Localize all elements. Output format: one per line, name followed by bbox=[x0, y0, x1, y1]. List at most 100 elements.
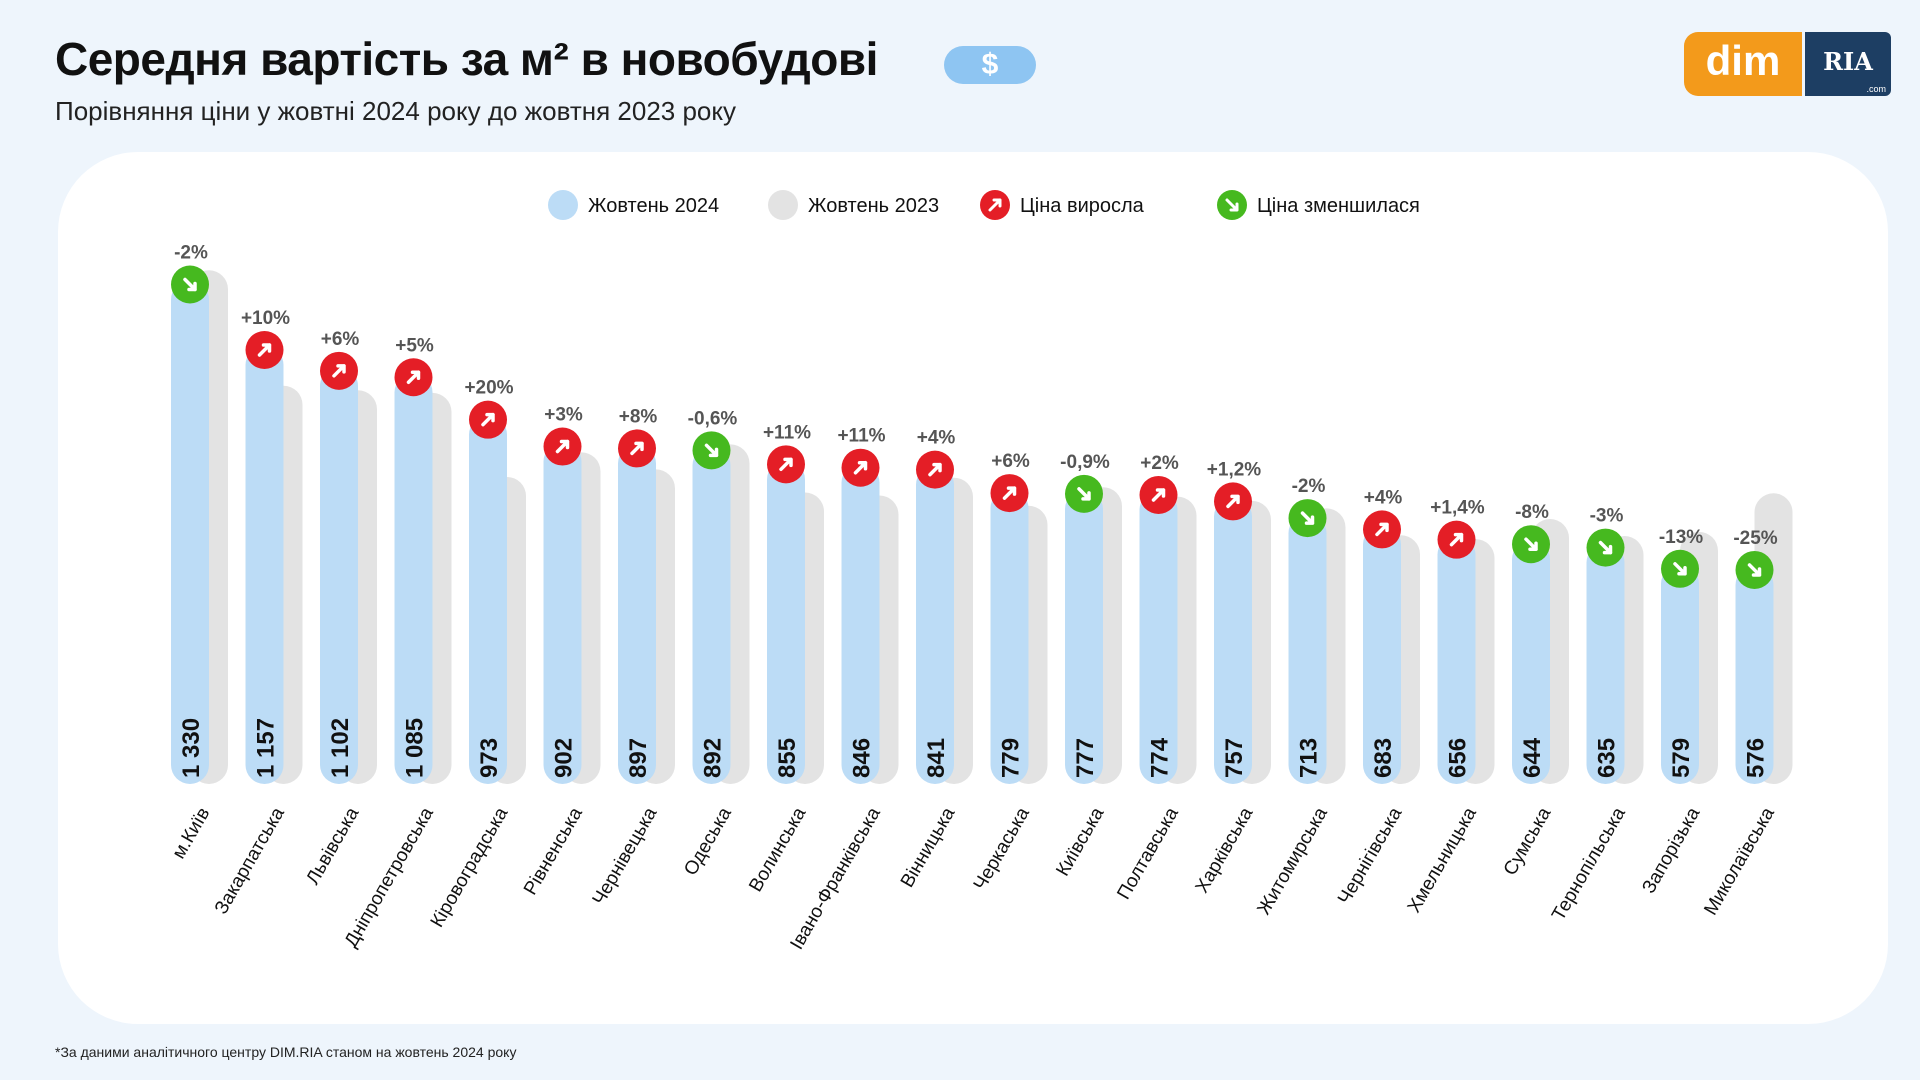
bar-2024 bbox=[171, 280, 209, 784]
bar-value-label: 1 102 bbox=[327, 718, 354, 778]
category-label: Закарпатська bbox=[211, 804, 289, 918]
bar-value-label: 635 bbox=[1594, 738, 1621, 778]
bar-value-label: 656 bbox=[1445, 738, 1472, 778]
legend-label: Жовтень 2024 bbox=[588, 195, 719, 217]
logo-dim-text: dim bbox=[1684, 32, 1802, 96]
bar-group: 579 -13% Запорізька bbox=[1638, 527, 1718, 897]
arrow-down-right-icon bbox=[1512, 525, 1550, 564]
arrow-up-right-icon bbox=[916, 450, 954, 489]
change-label: -3% bbox=[1590, 506, 1624, 527]
bar-2024 bbox=[1661, 564, 1699, 784]
category-label: Харківська bbox=[1192, 804, 1258, 897]
bar-group: 777 -0,9% Київська bbox=[1052, 452, 1122, 880]
change-label: +3% bbox=[544, 405, 583, 426]
bar-value-label: 774 bbox=[1147, 737, 1174, 778]
bar-group: 774 +2% Полтавська bbox=[1113, 453, 1197, 904]
bar-value-label: 902 bbox=[551, 738, 578, 778]
bar-2024 bbox=[1065, 489, 1103, 784]
bar-group: 841 +4% Вінницька bbox=[897, 428, 973, 891]
arrow-up-right-icon bbox=[1437, 520, 1476, 559]
arrow-up-right-icon bbox=[1363, 510, 1401, 549]
bar-group: 892 -0,6% Одеська bbox=[680, 408, 750, 879]
category-label: Хмельницька bbox=[1404, 804, 1481, 917]
change-label: +8% bbox=[619, 406, 658, 427]
change-label: -0,9% bbox=[1060, 452, 1110, 473]
bar-group: 779 +6% Черкаська bbox=[970, 451, 1048, 894]
bar-value-label: 897 bbox=[625, 738, 652, 778]
bar-2024 bbox=[841, 463, 880, 784]
dim-ria-logo: dim RIA .com bbox=[1684, 32, 1891, 96]
category-label: Чернігівська bbox=[1334, 804, 1407, 909]
logo-ria-block: RIA .com bbox=[1805, 32, 1891, 96]
category-label: Полтавська bbox=[1113, 804, 1183, 904]
change-label: +4% bbox=[917, 428, 956, 449]
bar-2024 bbox=[1288, 514, 1327, 784]
bar-value-label: 576 bbox=[1743, 738, 1770, 778]
arrow-down-right-icon bbox=[692, 431, 731, 470]
category-label: Миколаївська bbox=[1700, 804, 1779, 919]
bar-value-label: 644 bbox=[1519, 737, 1546, 778]
bar-2024 bbox=[245, 345, 284, 784]
change-label: -2% bbox=[1292, 476, 1326, 497]
bar-2024 bbox=[767, 460, 805, 784]
chart-legend: Жовтень 2024 Жовтень 2023 Ціна виросла Ціна… bbox=[548, 190, 1420, 220]
category-label: Кіровоградська bbox=[427, 804, 513, 932]
bar-value-label: 1 330 bbox=[178, 718, 205, 778]
bar-value-label: 855 bbox=[774, 738, 801, 778]
arrow-up-right-icon bbox=[469, 400, 507, 439]
bar-group: 855 +11% Волинська bbox=[745, 422, 824, 896]
bar-2024 bbox=[394, 373, 433, 784]
change-label: +11% bbox=[837, 426, 885, 447]
legend-item-down: Ціна зменшилася bbox=[1217, 190, 1420, 220]
legend-item-up: Ціна виросла bbox=[980, 190, 1145, 220]
change-label: +20% bbox=[464, 378, 513, 399]
bar-2024 bbox=[692, 446, 731, 784]
category-label: Київська bbox=[1052, 804, 1108, 880]
category-label: Запорізька bbox=[1638, 804, 1704, 898]
bar-group: 1 102 +6% Львівська bbox=[303, 329, 377, 888]
bar-2024 bbox=[916, 465, 954, 784]
category-label: Черкаська bbox=[970, 804, 1034, 894]
bar-value-label: 713 bbox=[1296, 738, 1323, 778]
bar-group: 683 +4% Чернігівська bbox=[1334, 487, 1420, 908]
arrow-up-right-icon bbox=[767, 445, 805, 484]
chart-card: Жовтень 2024 Жовтень 2023 Ціна виросла Ціна… bbox=[58, 152, 1888, 1024]
legend-swatch bbox=[768, 190, 798, 220]
change-label: -13% bbox=[1659, 527, 1703, 548]
category-label: Волинська bbox=[745, 804, 810, 896]
category-label: Чернівецька bbox=[589, 804, 662, 909]
arrow-up-right-icon bbox=[394, 358, 433, 397]
bar-2024 bbox=[1214, 497, 1252, 784]
arrow-down-right-icon bbox=[171, 265, 209, 304]
legend-label: Жовтень 2023 bbox=[808, 195, 939, 217]
page-subtitle: Порівняння ціни у жовтні 2024 року до жо… bbox=[55, 96, 737, 126]
bar-value-label: 757 bbox=[1221, 738, 1248, 778]
bar-value-label: 777 bbox=[1072, 738, 1099, 778]
change-label: -2% bbox=[174, 243, 208, 264]
bar-2024 bbox=[1437, 535, 1476, 784]
logo-ria-text: RIA bbox=[1823, 47, 1873, 76]
arrow-up-right-icon bbox=[245, 330, 284, 369]
currency-badge: $ bbox=[944, 46, 1036, 84]
change-label: +1,2% bbox=[1207, 459, 1262, 480]
bar-value-label: 1 085 bbox=[402, 718, 429, 778]
category-label: Рівненська bbox=[520, 804, 587, 899]
bar-group: 644 -8% Сумська bbox=[1500, 502, 1569, 879]
bar-group: 1 330 -2% м.Київ bbox=[168, 243, 228, 862]
arrow-down-right-icon bbox=[1217, 190, 1247, 220]
arrow-down-right-icon bbox=[1586, 528, 1625, 567]
change-label: +2% bbox=[1140, 453, 1179, 474]
bar-value-label: 846 bbox=[849, 738, 876, 778]
bar-2024 bbox=[1363, 525, 1401, 784]
bar-2024 bbox=[543, 442, 582, 784]
bar-value-label: 973 bbox=[476, 738, 503, 778]
source-footnote: *За даними аналітичного центру DIM.RIA с… bbox=[55, 1044, 517, 1060]
change-label: +4% bbox=[1364, 487, 1403, 508]
arrow-up-right-icon bbox=[543, 427, 582, 466]
legend-label: Ціна виросла bbox=[1020, 195, 1145, 217]
arrow-up-right-icon bbox=[1214, 482, 1252, 521]
bar-2024 bbox=[320, 366, 358, 784]
arrow-up-right-icon bbox=[990, 474, 1029, 513]
change-label: +5% bbox=[395, 335, 434, 356]
